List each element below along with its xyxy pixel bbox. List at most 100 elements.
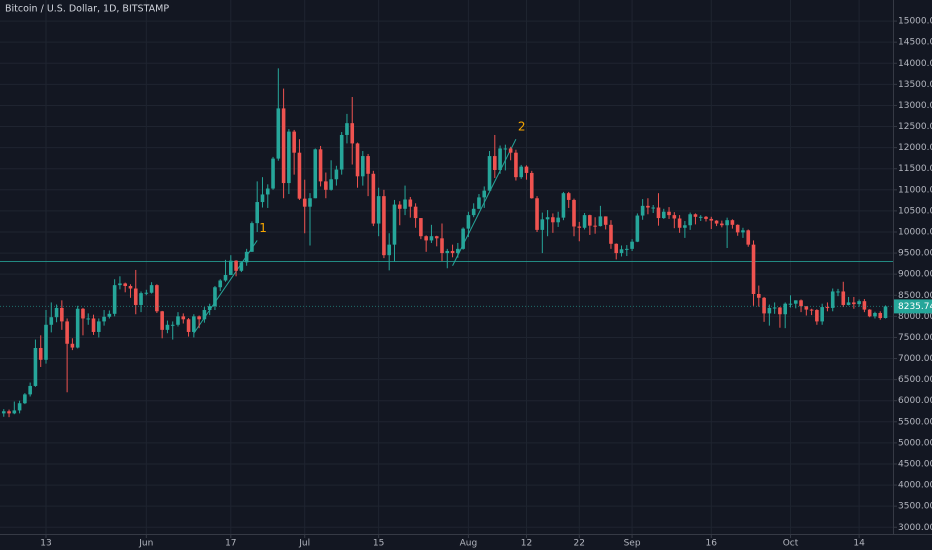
candle-body [54, 307, 59, 318]
candle-body [656, 207, 661, 219]
candle-body [456, 248, 460, 254]
candle-body [540, 219, 545, 230]
y-tick-label: 4000.00 [898, 481, 932, 491]
candle-body [382, 196, 386, 256]
candle-body [836, 291, 840, 293]
candle-body [38, 347, 43, 360]
trendline-label: 2 [518, 120, 526, 134]
candle-body [49, 317, 54, 325]
candle-body [160, 311, 164, 330]
candle-body [709, 218, 714, 221]
candle-body [471, 208, 476, 216]
candle-body [429, 236, 434, 241]
candle-body [361, 156, 365, 177]
x-tick-label: 12 [521, 539, 532, 549]
candle-body [339, 134, 344, 170]
candle-body [545, 217, 550, 220]
candle-body [630, 241, 634, 249]
candle-body [207, 306, 212, 311]
y-tick-label: 14500.00 [898, 38, 932, 48]
y-tick-label: 13500.00 [898, 80, 932, 90]
x-tick-label: 16 [706, 539, 718, 549]
y-tick-label: 5500.00 [898, 417, 932, 427]
candle-body [482, 190, 487, 198]
candle-body [355, 143, 360, 177]
candle-body [741, 230, 745, 233]
candle-body [97, 321, 101, 332]
candle-body [255, 202, 259, 224]
candle-body [397, 204, 402, 209]
candle-body [281, 108, 286, 184]
candle-body [799, 300, 803, 307]
candle-body [186, 319, 191, 332]
candle-body [862, 301, 867, 310]
last-price-label: 8235.74 [898, 302, 932, 312]
candle-body [788, 303, 793, 305]
candle-body [202, 310, 207, 320]
candle-body [250, 223, 254, 252]
candle-body [213, 287, 217, 307]
candle-body [815, 310, 819, 322]
candle-body [461, 228, 465, 249]
candle-body [260, 194, 265, 203]
candle-body [28, 385, 32, 395]
y-tick-label: 10000.00 [898, 227, 932, 237]
candle-body [7, 411, 11, 414]
last-price-tag [894, 299, 932, 314]
candle-body [730, 220, 735, 225]
candle-body [725, 220, 729, 226]
candles [1, 68, 888, 418]
candle-body [646, 205, 650, 208]
candle-body [508, 148, 513, 153]
candle-body [683, 225, 687, 228]
candle-body [308, 198, 312, 207]
candle-body [218, 280, 223, 288]
candle-body [265, 188, 270, 195]
x-tick-label: Jun [138, 539, 153, 549]
candle-body [566, 193, 571, 200]
candle-body [857, 301, 861, 305]
y-tick-label: 8500.00 [898, 291, 932, 301]
candle-body [582, 215, 587, 228]
candle-body [102, 316, 106, 322]
candle-body [672, 215, 677, 219]
candle-body [181, 316, 186, 320]
y-tick-label: 9000.00 [898, 270, 932, 280]
x-tick-label: Sep [624, 539, 641, 549]
candle-body [70, 343, 75, 348]
candle-body [112, 285, 117, 314]
candle-body [424, 236, 428, 241]
candle-body [746, 230, 751, 245]
candle-body [693, 214, 698, 217]
candle-body [524, 166, 529, 173]
candle-body [313, 149, 318, 199]
candle-body [17, 403, 22, 411]
candle-body [493, 156, 497, 170]
y-tick-label: 9500.00 [898, 249, 932, 259]
y-tick-label: 10500.00 [898, 206, 932, 216]
candle-body [413, 206, 418, 219]
candle-body [825, 307, 830, 309]
candle-body [86, 318, 91, 320]
candle-body [318, 149, 323, 182]
candle-body [271, 158, 275, 189]
candle-body [867, 309, 872, 317]
candle-body [440, 238, 444, 254]
x-tick-label: 22 [574, 539, 585, 549]
candle-body [23, 394, 27, 404]
y-tick-label: 8000.00 [898, 312, 932, 322]
candle-body [614, 243, 619, 254]
candle-body [44, 324, 48, 360]
candle-body [419, 218, 423, 237]
candle-body [329, 179, 333, 190]
candle-body [65, 321, 69, 344]
candle-body [133, 288, 138, 305]
chart-title: Bitcoin / U.S. Dollar, 1D, BITSTAMP [5, 4, 169, 15]
candle-body [667, 211, 671, 216]
candle-body [661, 211, 666, 219]
y-tick-label: 3000.00 [898, 523, 932, 533]
candle-body [498, 148, 502, 170]
candle-body [197, 316, 201, 320]
candle-body [165, 324, 170, 330]
candle-body [81, 308, 85, 319]
